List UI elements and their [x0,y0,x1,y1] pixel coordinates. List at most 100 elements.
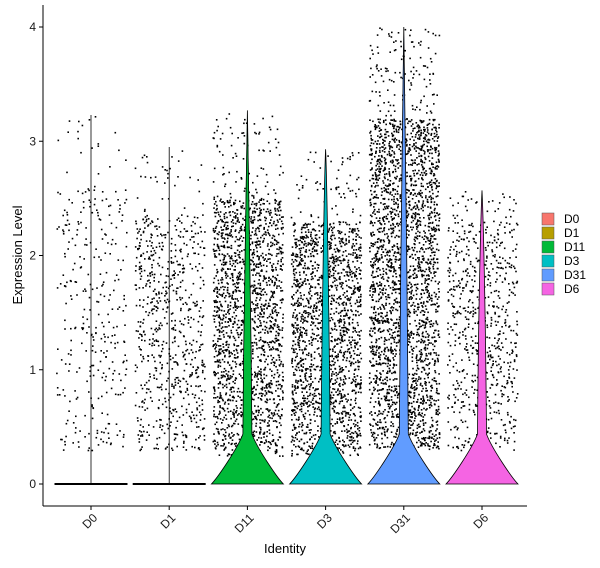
point [263,259,265,261]
point [343,405,345,407]
point [116,434,119,436]
point [274,341,276,344]
point [223,315,225,317]
point [221,305,223,308]
point [258,230,261,233]
point [269,441,271,444]
point [278,332,280,335]
point [153,273,156,276]
point [395,297,398,300]
point [292,393,294,396]
point [315,243,318,245]
point [145,391,148,394]
point [226,240,229,243]
point [273,220,275,223]
point [293,330,295,332]
point [216,354,218,357]
point [331,229,333,232]
point [146,388,148,390]
point [262,168,265,170]
point [332,383,335,385]
point [295,379,297,382]
point [260,236,262,239]
point [267,445,269,448]
point [229,319,232,322]
point [319,183,322,185]
point [201,316,204,319]
point [255,247,258,249]
point [242,158,245,160]
point [297,299,299,302]
point [198,437,200,439]
point [296,438,298,441]
point [299,329,301,331]
point [253,341,256,344]
point [191,267,194,270]
point [171,312,174,314]
point [344,326,347,329]
point [56,372,58,375]
point [341,238,344,241]
point [201,409,204,411]
point [240,228,243,230]
point [164,234,167,236]
point [303,264,306,267]
point [357,348,359,350]
point [60,359,63,361]
point [259,433,261,435]
point [74,244,77,247]
point [310,353,313,356]
point [265,234,267,236]
point [254,287,257,290]
point [153,297,155,300]
point [252,303,255,305]
point [156,443,158,446]
point [353,288,356,290]
point [185,436,188,439]
point [145,218,148,221]
point [359,386,362,388]
point [215,421,218,424]
point [224,349,226,351]
point [171,156,173,158]
point [307,368,309,370]
point [240,349,242,351]
point [251,373,253,376]
point [258,279,260,281]
point [218,433,220,435]
point [182,397,185,400]
point [201,267,204,269]
point [114,334,116,336]
point [292,324,295,327]
point [371,346,374,349]
point [225,274,227,277]
point [339,311,342,314]
point [348,370,350,372]
point [218,454,221,456]
point [242,291,245,294]
point [202,315,205,317]
point [170,237,173,240]
point [213,198,215,200]
point [190,293,193,296]
point [124,189,127,191]
point [337,312,340,315]
point [268,276,270,279]
point [294,332,296,334]
point [422,402,425,404]
point [161,344,164,346]
point [317,283,319,285]
point [350,443,352,445]
point [104,379,107,382]
point [293,282,295,285]
point [174,244,177,246]
point [291,359,293,362]
point [161,234,163,237]
point [309,432,311,434]
point [160,292,163,295]
point [428,342,430,344]
point [334,251,337,253]
point [231,432,233,434]
point [143,269,146,272]
point [348,322,350,324]
